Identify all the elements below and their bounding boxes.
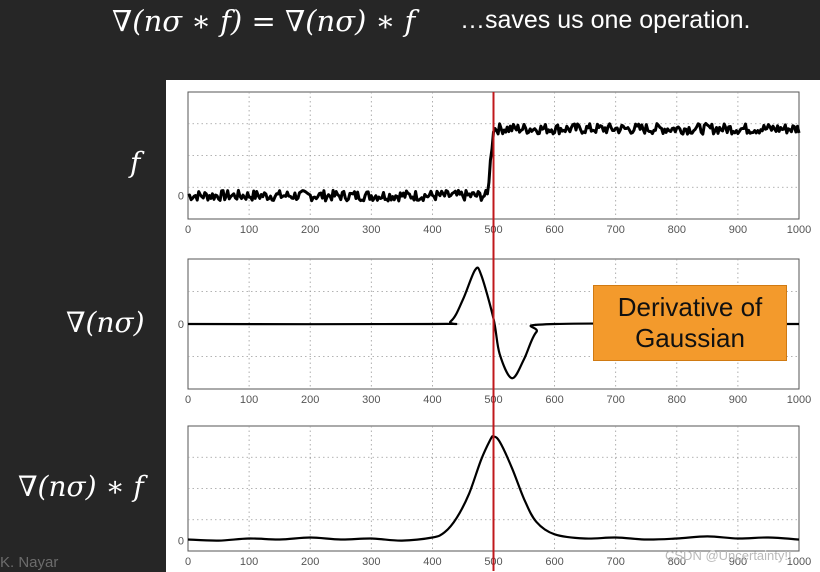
x-tick-label: 1000 xyxy=(787,556,811,568)
row-label-signal: f xyxy=(130,146,141,179)
x-tick-label: 200 xyxy=(301,224,319,236)
callout-box: Derivative of Gaussian xyxy=(593,285,787,361)
x-tick-label: 900 xyxy=(729,556,747,568)
author-credit: K. Nayar xyxy=(0,554,59,571)
x-tick-label: 100 xyxy=(240,556,258,568)
x-tick-label: 400 xyxy=(423,224,441,236)
x-tick-label: 400 xyxy=(423,556,441,568)
watermark-text: CSDN @Uncertainty!! xyxy=(665,548,792,563)
equation-note: …saves us one operation. xyxy=(460,6,751,34)
x-tick-label: 200 xyxy=(301,394,319,406)
slide-header: ∇(nσ ∗ f) = ∇(nσ) ∗ f …saves us one oper… xyxy=(0,0,820,50)
x-tick-label: 700 xyxy=(607,556,625,568)
row-label-convolution: ∇(nσ) ∗ f xyxy=(18,470,144,503)
equation-text: ∇(nσ ∗ f) = ∇(nσ) ∗ f xyxy=(112,4,416,38)
x-tick-label: 800 xyxy=(668,556,686,568)
signal-line xyxy=(187,435,800,542)
x-tick-label: 700 xyxy=(607,224,625,236)
x-tick-label: 900 xyxy=(729,394,747,406)
y-tick-label: 0 xyxy=(178,191,184,203)
x-tick-label: 200 xyxy=(301,556,319,568)
x-tick-label: 400 xyxy=(423,394,441,406)
x-tick-label: 1000 xyxy=(787,224,811,236)
x-tick-label: 800 xyxy=(668,224,686,236)
x-tick-label: 0 xyxy=(185,556,191,568)
x-tick-label: 800 xyxy=(668,394,686,406)
x-tick-label: 700 xyxy=(607,394,625,406)
x-tick-label: 100 xyxy=(240,394,258,406)
x-tick-label: 600 xyxy=(545,556,563,568)
y-tick-label: 0 xyxy=(178,319,184,331)
callout-line-2: Gaussian xyxy=(635,323,745,353)
x-tick-label: 300 xyxy=(362,556,380,568)
x-tick-label: 300 xyxy=(362,224,380,236)
x-tick-label: 1000 xyxy=(787,394,811,406)
x-tick-label: 0 xyxy=(185,224,191,236)
x-tick-label: 100 xyxy=(240,224,258,236)
callout-line-1: Derivative of xyxy=(617,292,763,322)
x-tick-label: 900 xyxy=(729,224,747,236)
row-label-gaussian-derivative: ∇(nσ) xyxy=(66,306,145,339)
x-tick-label: 0 xyxy=(185,394,191,406)
x-tick-label: 600 xyxy=(545,394,563,406)
y-tick-label: 0 xyxy=(178,536,184,548)
x-tick-label: 600 xyxy=(545,224,563,236)
x-tick-label: 300 xyxy=(362,394,380,406)
